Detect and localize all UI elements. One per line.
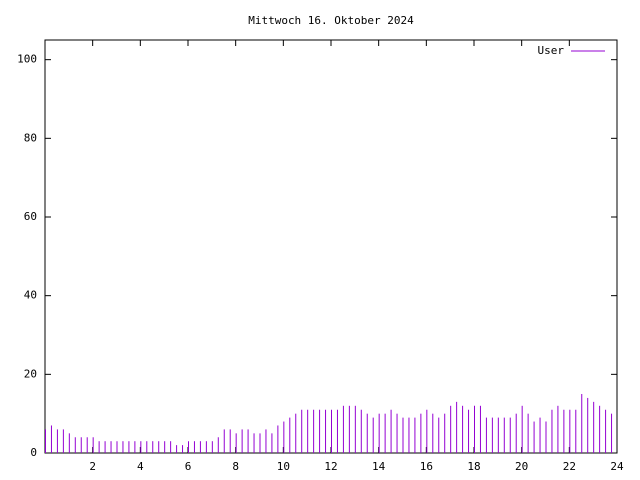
x-tick-label: 10 (277, 460, 290, 473)
y-tick-label: 60 (24, 210, 37, 223)
x-tick-label: 16 (420, 460, 433, 473)
y-tick-label: 40 (24, 289, 37, 302)
y-tick-label: 100 (17, 53, 37, 66)
x-tick-label: 24 (610, 460, 624, 473)
x-tick-label: 6 (185, 460, 192, 473)
x-tick-label: 18 (467, 460, 480, 473)
x-tick-label: 12 (324, 460, 337, 473)
chart-title: Mittwoch 16. Oktober 2024 (248, 14, 414, 27)
y-tick-label: 80 (24, 131, 37, 144)
y-tick-label: 0 (30, 446, 37, 459)
x-tick-label: 4 (137, 460, 144, 473)
x-tick-label: 22 (563, 460, 576, 473)
legend-label: User (538, 44, 565, 57)
x-tick-label: 2 (89, 460, 96, 473)
x-tick-label: 20 (515, 460, 528, 473)
plot-frame (44, 39, 618, 454)
x-tick-label: 8 (232, 460, 239, 473)
y-tick-label: 20 (24, 367, 37, 380)
x-tick-label: 14 (372, 460, 386, 473)
